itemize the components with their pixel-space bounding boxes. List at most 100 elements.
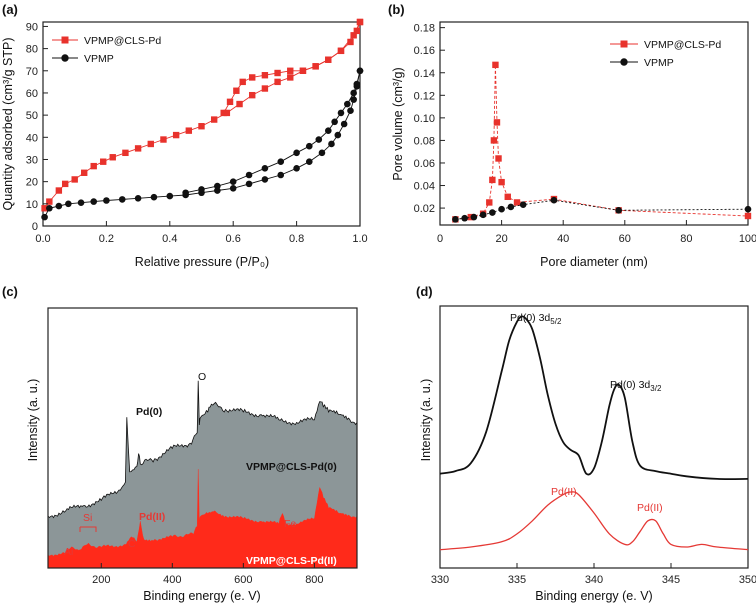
a-series-3-point: [305, 142, 313, 150]
a-series-2-point: [65, 200, 72, 208]
a-series-0-point: [71, 176, 78, 183]
panel-d-xlabel: Binding energy (e. V): [535, 589, 652, 603]
a-series-0-point: [274, 78, 281, 86]
a-xtick-label: 0.4: [162, 233, 177, 245]
a-ytick-label: 30: [26, 154, 38, 166]
a-series-3-point: [214, 182, 221, 190]
a-xtick-label: 0.0: [35, 233, 50, 245]
b-series-1-point: [550, 196, 558, 204]
legend-b-marker-vpmp: [620, 58, 628, 66]
a-series-2-point: [245, 180, 253, 188]
a-series-1-point: [233, 87, 240, 94]
a-ytick-label: 10: [26, 199, 38, 211]
a-series-0-point: [210, 116, 218, 123]
a-series-2-point: [305, 158, 313, 165]
b-ytick-label: 0.14: [414, 68, 435, 80]
c-xtick-label: 200: [92, 574, 110, 586]
a-series-0-point: [122, 149, 129, 157]
b-ytick-label: 0.04: [414, 181, 435, 193]
a-series-2-point: [261, 176, 269, 183]
annotation-si-bracket: [79, 526, 97, 532]
d-series-1-line: [439, 491, 749, 551]
b-series-0-point: [490, 137, 498, 144]
a-series-0-point: [46, 198, 53, 205]
a-series-0-point: [100, 158, 107, 165]
b-ytick-label: 0.08: [414, 135, 435, 147]
a-series-0-point: [41, 205, 48, 212]
a-series-0-point: [55, 187, 63, 194]
b-series-0-point: [498, 178, 505, 186]
panel-c-xps-survey: (c) 200 400 600 800 Binding energy (e. V) I…: [2, 284, 358, 603]
a-series-3-point: [229, 178, 237, 185]
a-series-1-point: [337, 47, 345, 55]
annotation-pdii: Pd(II): [139, 511, 165, 523]
b-xtick-label: 100: [739, 233, 756, 245]
c-xtick-label: 600: [234, 574, 252, 586]
a-series-3-point: [331, 118, 338, 126]
panel-a-legend: VPMP@CLS-Pd VPMP: [52, 35, 161, 65]
b-series-1-point: [461, 214, 468, 222]
a-series-3-point: [261, 165, 269, 172]
a-series-1-point: [239, 78, 246, 86]
a-series-3-point: [198, 186, 205, 193]
d-xtick-label: 335: [508, 574, 526, 586]
a-series-1-point: [312, 63, 319, 70]
a-series-1-line: [223, 21, 361, 114]
a-series-0-line: [44, 21, 361, 209]
b-series-0-point: [493, 119, 501, 126]
a-series-0-point: [198, 123, 205, 130]
annotation-pdii-left: Pd(II): [551, 486, 577, 498]
a-series-3-point: [245, 171, 253, 179]
b-xtick-label: 20: [495, 233, 507, 245]
a-series-0-point: [61, 180, 69, 188]
d-series-0-line: [439, 315, 749, 481]
b-xtick-label: 60: [619, 233, 631, 245]
b-xtick-label: 80: [680, 233, 692, 245]
annotation-al: Al: [64, 546, 73, 558]
b-series-0-point: [744, 212, 752, 220]
annotation-pd0-3-2: Pd(0) 3d3/2: [610, 379, 662, 393]
panel-a-xlabel: Relative pressure (P/P₀): [135, 255, 269, 269]
annotation-pdii-series: VPMP@CLS-Pd(II): [246, 555, 337, 567]
a-series-2-point: [103, 197, 110, 204]
a-series-1-point: [249, 74, 256, 81]
a-series-3-line: [185, 70, 361, 194]
b-xtick-label: 40: [557, 233, 569, 245]
a-series-0-point: [147, 140, 154, 148]
a-series-2-point: [293, 165, 300, 172]
panel-d-frame: [439, 305, 749, 569]
a-ytick-label: 70: [26, 66, 38, 78]
a-series-2-point: [277, 171, 285, 179]
panel-a-ylabel: Quantity adsorbed (cm³/g STP): [1, 38, 15, 211]
b-ytick-label: 0.10: [414, 113, 435, 125]
panel-c-ylabel: Intensity (a. u.): [26, 379, 40, 462]
b-series-0-point: [486, 199, 493, 206]
a-series-3-point: [344, 100, 351, 108]
annotation-si: Si: [83, 512, 92, 524]
legend-a-label-vpmp: VPMP: [84, 53, 114, 65]
a-series-2-point: [90, 198, 98, 205]
a-series-2-point: [328, 140, 335, 148]
b-series-1-point: [452, 216, 459, 223]
b-ytick-label: 0.16: [414, 45, 435, 57]
a-series-3-point: [337, 109, 345, 117]
legend-a-label-pd: VPMP@CLS-Pd: [84, 35, 161, 47]
b-series-1-point: [470, 213, 478, 221]
a-ytick-label: 40: [26, 132, 38, 144]
annotation-pdii-right: Pd(II): [637, 502, 663, 514]
a-series-3-point: [356, 67, 364, 75]
d-xtick-label: 340: [585, 574, 603, 586]
a-series-3-point: [277, 158, 285, 165]
a-series-1-point: [226, 98, 234, 106]
a-series-2-point: [118, 196, 126, 203]
a-series-0-point: [236, 100, 243, 108]
a-xtick-label: 0.2: [99, 233, 114, 245]
a-series-0-point: [185, 127, 193, 134]
a-series-1-point: [356, 18, 364, 26]
panel-a-isotherm: (a) 0.0 0.2 0.4 0.6 0.8 1.0 0 10 20 30 40 50 60 70 80…: [1, 2, 368, 269]
a-series-2-point: [55, 202, 63, 210]
legend-a-marker-vpmp: [61, 54, 69, 62]
a-series-1-point: [287, 67, 294, 74]
panel-d-ylabel: Intensity (a. u.): [419, 379, 433, 462]
panel-b-legend: VPMP@CLS-Pd VPMP: [610, 39, 721, 69]
